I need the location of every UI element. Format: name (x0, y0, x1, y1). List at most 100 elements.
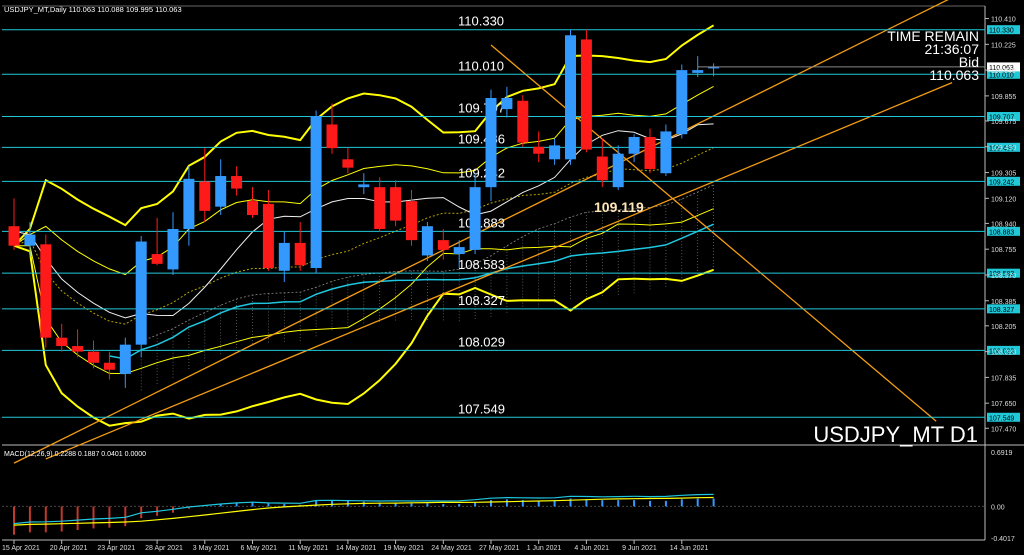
bid-tag-text: 110.063 (989, 65, 1014, 72)
candle-body (215, 176, 227, 207)
price-tick-label: 107.835 (991, 375, 1016, 382)
price-axis: 110.410 110.225 110.040 109.855 109.675 109.4… (985, 17, 1016, 433)
candle-body (135, 241, 147, 345)
candle-body (374, 187, 386, 229)
date-tick-label: 20 Apr 2021 (50, 545, 88, 552)
price-tick-label: 107.650 (991, 401, 1016, 408)
level-label: 108.029 (458, 334, 505, 349)
candle-body (501, 97, 513, 110)
candle-body (199, 181, 211, 211)
level-tag-text: 107.549 (989, 415, 1014, 422)
level-label: 108.883 (458, 215, 505, 230)
date-tick-label: 15 Apr 2021 (2, 545, 40, 552)
level-tag (987, 112, 1020, 122)
chart-title: USDJPY_MT,Daily 110.063 110.088 109.995 … (4, 5, 182, 14)
level-tag-text: 108.883 (989, 229, 1014, 236)
symbol-watermark: USDJPY_MT D1 (813, 422, 978, 447)
candle-body (119, 344, 131, 374)
candle-body (708, 66, 720, 69)
price-tick-label: 110.410 (991, 17, 1016, 24)
level-tag-text: 110.330 (989, 28, 1014, 35)
candle-body (103, 362, 115, 370)
date-tick-label: 14 Jun 2021 (670, 545, 709, 552)
candle-body (517, 100, 529, 143)
level-tag-text: 109.242 (989, 179, 1014, 186)
indicator-layer (13, 0, 953, 464)
trendline-lower (45, 82, 953, 460)
candle-body (278, 242, 290, 271)
level-tag-text: 108.029 (989, 348, 1014, 355)
candle-body (390, 187, 402, 221)
bollinger-upper-1 (13, 85, 714, 276)
time-remain-value: 21:36:07 (925, 41, 980, 57)
candle-body (453, 247, 465, 255)
price-tick-label: 108.020 (991, 350, 1016, 357)
candle-body (310, 116, 322, 269)
candle-body (56, 337, 68, 347)
date-tick-label: 23 Apr 2021 (97, 545, 135, 552)
candle-body (580, 39, 592, 150)
price-tick-label: 109.305 (991, 171, 1016, 178)
candle-body (167, 228, 179, 270)
candle-body (533, 146, 545, 154)
date-tick-label: 6 May 2021 (241, 545, 278, 552)
candle-body (24, 234, 36, 246)
level-label: 108.327 (458, 293, 505, 308)
candle-body (231, 176, 243, 189)
level-tag-text: 109.707 (989, 115, 1014, 122)
macd-tick-label: 0.6919 (991, 450, 1013, 457)
price-tick-label: 108.385 (991, 299, 1016, 306)
date-tick-label: 24 May 2021 (431, 545, 472, 552)
candle-body (294, 242, 306, 266)
price-tick-label: 110.040 (991, 68, 1016, 75)
cloud-span-a (141, 184, 714, 342)
level-label: 109.486 (458, 131, 505, 146)
candle-body (485, 97, 497, 188)
candle-body (151, 254, 163, 264)
macd-line (13, 493, 714, 525)
candle-body (549, 145, 561, 160)
date-tick-label: 11 May 2021 (288, 545, 328, 552)
time-axis: 15 Apr 2021 20 Apr 2021 23 Apr 2021 28 Apr … (2, 540, 708, 552)
macd-tick-label: -0.4017 (991, 536, 1015, 543)
level-label: 110.330 (458, 14, 504, 29)
level-label: 110.010 (458, 58, 504, 73)
macd-tick-label: 0.00 (991, 504, 1005, 511)
price-tick-label: 109.490 (991, 145, 1016, 152)
macd-signal-line (13, 496, 714, 526)
candle-body (596, 156, 608, 181)
level-tag (987, 142, 1020, 152)
candle-body (676, 70, 688, 135)
bollinger-upper-2 (13, 24, 715, 247)
candle-body (644, 137, 656, 170)
candle-body (628, 137, 640, 154)
date-tick-label: 3 May 2021 (193, 545, 230, 552)
annotation-label: 109.119 (594, 199, 644, 215)
level-tag (987, 345, 1020, 355)
moving-average-white (13, 123, 714, 319)
moving-average-cyan (109, 223, 714, 360)
price-tick-label: 110.225 (991, 42, 1016, 49)
date-tick-label: 14 May 2021 (336, 545, 377, 552)
level-label: 107.549 (458, 401, 505, 416)
level-label: 109.242 (458, 165, 505, 180)
candle-body (406, 201, 417, 241)
candle-body (40, 244, 52, 338)
candle-body (88, 351, 99, 363)
candle-body (183, 178, 195, 229)
bollinger-mid (13, 147, 714, 325)
candle-body (342, 159, 354, 168)
price-tick-label: 108.570 (991, 273, 1016, 280)
candle-body (8, 226, 20, 246)
date-tick-label: 9 Jun 2021 (622, 545, 657, 552)
candle-body (421, 226, 433, 256)
candle-body (437, 240, 449, 250)
price-tick-label: 109.675 (991, 119, 1016, 126)
level-tag (987, 412, 1020, 422)
level-tag (987, 176, 1020, 186)
candle-body (660, 131, 672, 174)
level-tag-text: 108.327 (989, 307, 1014, 314)
candle-body (326, 124, 338, 149)
level-tag-text: 109.486 (989, 145, 1014, 152)
